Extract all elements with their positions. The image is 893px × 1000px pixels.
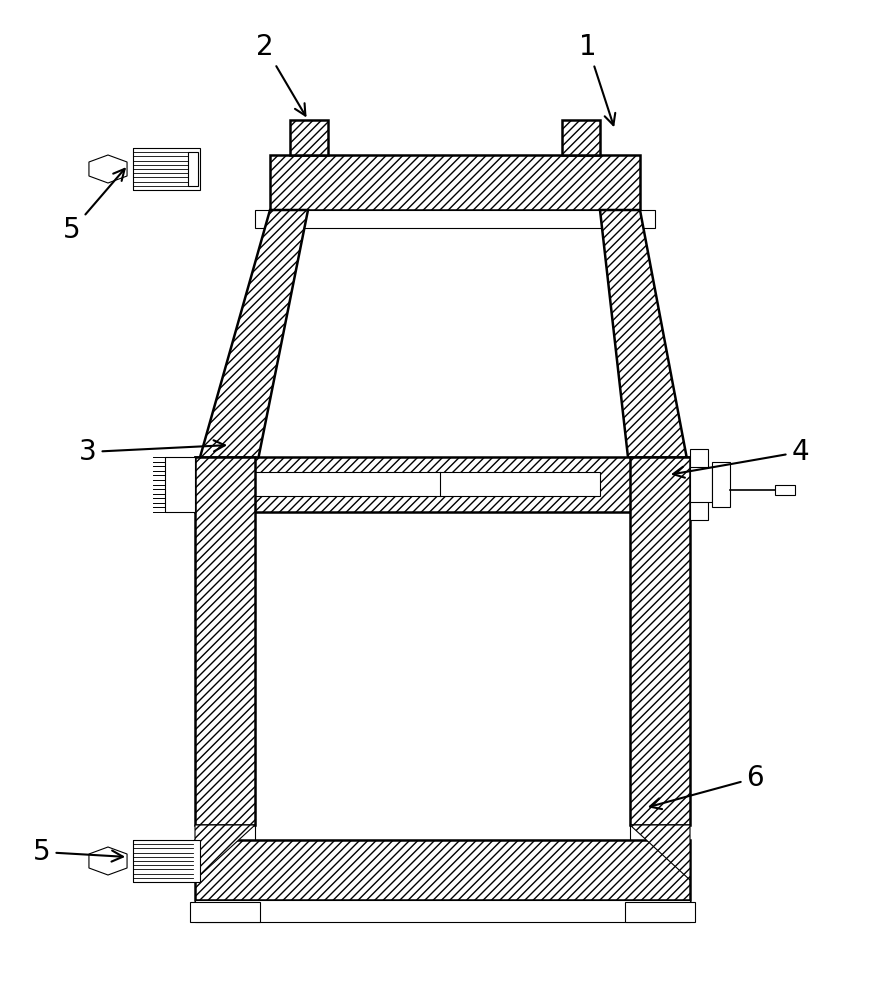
- Bar: [255, 512, 630, 840]
- Bar: [775, 485, 795, 495]
- Bar: [133, 840, 200, 882]
- Bar: [133, 148, 200, 190]
- Polygon shape: [630, 825, 690, 880]
- Polygon shape: [195, 825, 255, 880]
- Polygon shape: [195, 210, 308, 475]
- Bar: [188, 152, 198, 186]
- Bar: [690, 467, 712, 502]
- Text: 2: 2: [256, 33, 305, 116]
- Bar: [190, 902, 260, 922]
- Bar: [195, 457, 690, 512]
- Bar: [195, 900, 690, 922]
- Polygon shape: [600, 210, 690, 475]
- Polygon shape: [89, 155, 127, 183]
- Text: 4: 4: [673, 438, 809, 478]
- Polygon shape: [89, 847, 127, 875]
- Bar: [255, 210, 655, 228]
- Text: 5: 5: [63, 169, 125, 244]
- Bar: [165, 457, 195, 512]
- Text: 1: 1: [580, 33, 615, 125]
- Bar: [195, 840, 690, 900]
- Bar: [562, 120, 600, 155]
- Bar: [195, 457, 255, 825]
- Bar: [712, 462, 730, 507]
- Text: 3: 3: [79, 438, 225, 466]
- Bar: [625, 902, 695, 922]
- Bar: [270, 155, 640, 210]
- Bar: [690, 449, 708, 520]
- Bar: [290, 120, 328, 155]
- Text: 6: 6: [650, 764, 764, 809]
- Bar: [245, 472, 600, 496]
- Bar: [630, 457, 690, 825]
- Text: 5: 5: [33, 838, 123, 866]
